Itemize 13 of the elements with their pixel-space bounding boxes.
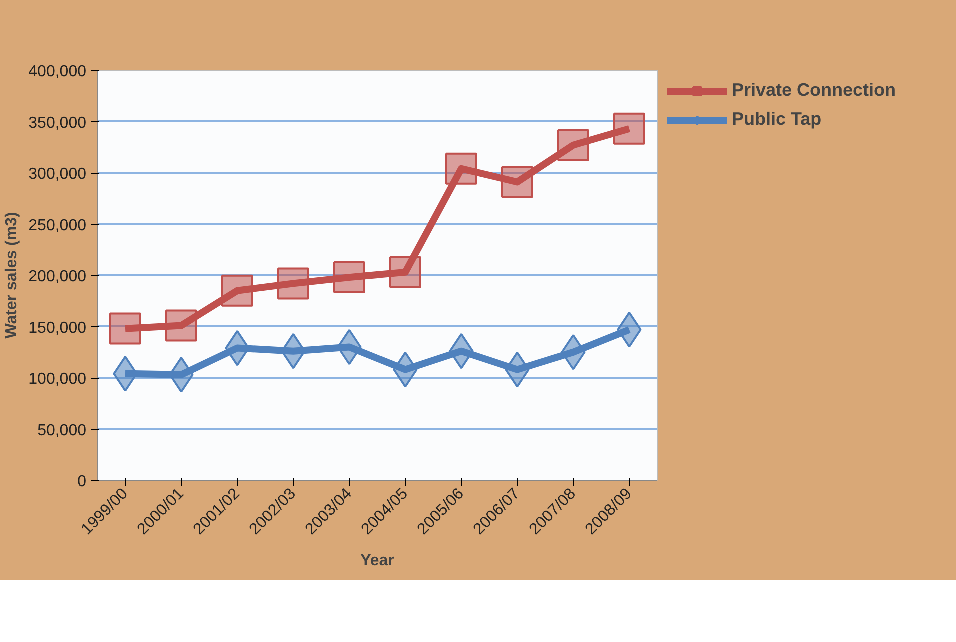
x-axis-title: Year [360,552,394,570]
y-axis-title: Water sales (m3) [4,212,21,339]
y-tick-label: 200,000 [28,268,87,286]
legend-label: Private Connection [732,80,896,101]
y-tick-label: 150,000 [28,320,87,337]
y-tick-label: 350,000 [28,114,87,132]
y-tick-label: 400,000 [28,64,87,80]
y-tick-label: 250,000 [28,217,87,234]
y-tick-label: 100,000 [28,371,87,388]
y-tick-label: 50,000 [38,422,87,440]
legend-label: Public Tap [732,109,822,130]
y-tick-label: 0 [78,474,87,490]
y-tick-label: 300,000 [28,166,87,183]
